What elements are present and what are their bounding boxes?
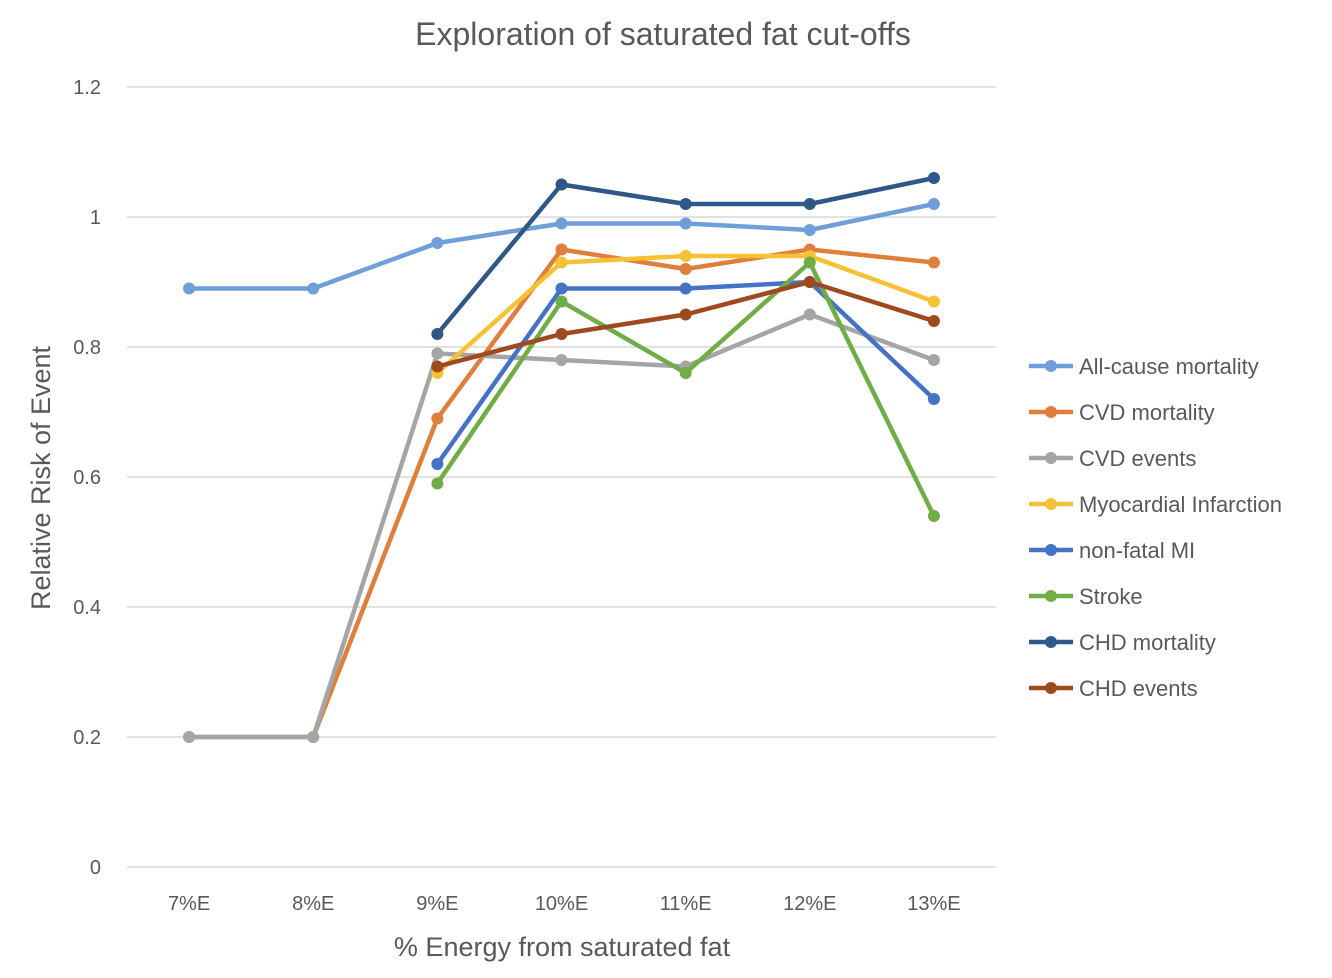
series-0: [183, 198, 940, 295]
legend-item: CHD events: [1029, 676, 1198, 701]
legend-marker: [1045, 682, 1057, 694]
data-point: [679, 250, 692, 262]
legend-item: All-cause mortality: [1029, 354, 1259, 379]
data-point: [431, 477, 444, 490]
data-point: [927, 315, 940, 327]
y-tick-label: 1: [90, 207, 101, 229]
legend-label: CVD events: [1079, 446, 1196, 471]
legend-item: Myocardial Infarction: [1029, 492, 1282, 517]
data-point: [555, 256, 568, 269]
data-point: [927, 354, 940, 366]
data-point: [679, 198, 692, 210]
series-group: [183, 172, 940, 743]
x-tick-label: 12%E: [783, 893, 836, 915]
legend-item: non-fatal MI: [1029, 538, 1195, 563]
legend-label: All-cause mortality: [1079, 354, 1259, 379]
gridlines: [127, 86, 996, 868]
data-point: [307, 731, 320, 743]
data-point: [679, 308, 692, 321]
data-point: [183, 731, 196, 743]
x-axis-title: % Energy from saturated fat: [394, 932, 731, 962]
data-point: [679, 367, 692, 379]
series-line: [186, 247, 937, 740]
data-point: [555, 178, 568, 191]
legend-label: CHD events: [1079, 676, 1198, 701]
data-point: [803, 308, 816, 321]
legend-label: Stroke: [1079, 584, 1143, 609]
legend-marker: [1045, 452, 1057, 464]
legend-label: non-fatal MI: [1079, 538, 1195, 563]
y-tick-label: 0.8: [73, 337, 101, 359]
series-line: [186, 312, 937, 740]
legend-label: Myocardial Infarction: [1079, 492, 1282, 517]
x-tick-label: 9%E: [416, 893, 458, 915]
data-point: [555, 295, 568, 308]
series-6: [431, 172, 940, 340]
x-tick-label: 13%E: [907, 893, 960, 915]
y-tick-label: 0.2: [73, 727, 101, 749]
legend-marker: [1045, 498, 1057, 510]
y-tick-label: 0.6: [73, 467, 101, 489]
data-point: [555, 243, 568, 256]
y-axis-title: Relative Risk of Event: [26, 345, 56, 610]
data-point: [803, 224, 816, 236]
legend-marker: [1045, 636, 1057, 648]
series-line: [435, 260, 937, 519]
data-point: [431, 360, 444, 373]
series-2: [183, 308, 940, 743]
legend-item: Stroke: [1029, 584, 1143, 609]
data-point: [927, 198, 940, 210]
data-point: [803, 198, 816, 210]
legend-label: CHD mortality: [1079, 630, 1216, 655]
data-point: [555, 354, 568, 366]
y-tick-label: 0: [90, 857, 101, 879]
legend-item: CVD mortality: [1029, 400, 1215, 425]
data-point: [431, 347, 444, 360]
y-axis-ticks: 0 0.2 0.4 0.6 0.8 1 1.2: [73, 77, 101, 879]
x-tick-label: 11%E: [660, 893, 712, 915]
y-tick-label: 1.2: [73, 77, 101, 99]
data-point: [927, 510, 940, 522]
y-tick-label: 0.4: [73, 597, 101, 619]
x-axis-ticks: 7%E 8%E 9%E 10%E 11%E 12%E 13%E: [168, 893, 961, 915]
legend-marker: [1045, 590, 1057, 602]
data-point: [927, 172, 940, 184]
data-point: [803, 276, 816, 288]
x-tick-label: 10%E: [535, 893, 588, 915]
data-point: [431, 237, 444, 249]
data-point: [803, 256, 816, 269]
data-point: [431, 458, 444, 470]
legend-marker: [1045, 360, 1057, 372]
x-tick-label: 8%E: [292, 893, 334, 915]
legend-item: CVD events: [1029, 446, 1196, 471]
data-point: [679, 217, 692, 230]
data-point: [431, 328, 444, 340]
legend: All-cause mortality CVD mortality CVD even…: [1029, 354, 1282, 701]
data-point: [555, 282, 568, 295]
legend-marker: [1045, 544, 1057, 556]
data-point: [927, 295, 940, 308]
data-point: [555, 328, 568, 340]
data-point: [927, 256, 940, 269]
chart-title: Exploration of saturated fat cut-offs: [415, 16, 911, 52]
data-point: [183, 282, 196, 295]
x-tick-label: 7%E: [168, 893, 210, 915]
data-point: [679, 263, 692, 275]
data-point: [927, 393, 940, 405]
data-point: [431, 412, 444, 425]
legend-marker: [1045, 406, 1057, 418]
series-7: [431, 276, 940, 373]
data-point: [307, 282, 320, 295]
data-point: [679, 282, 692, 295]
legend-label: CVD mortality: [1079, 400, 1215, 425]
series-5: [431, 256, 940, 522]
legend-item: CHD mortality: [1029, 630, 1216, 655]
series-line: [435, 279, 937, 369]
data-point: [555, 217, 568, 230]
